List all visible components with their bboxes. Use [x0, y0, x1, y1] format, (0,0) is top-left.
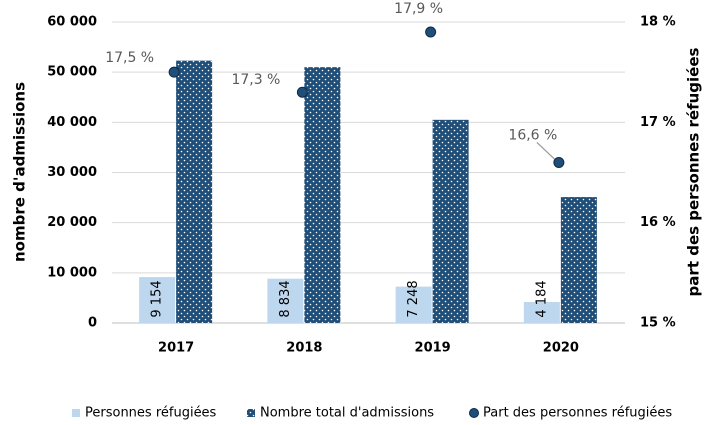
y-axis-title: nombre d'admissions: [11, 82, 29, 262]
data-label: 4 184: [534, 280, 549, 317]
y-tick-label: 20 000: [47, 215, 97, 230]
dot: [296, 86, 308, 98]
y-tick-label: 60 000: [47, 15, 97, 30]
x-tick-label: 2017: [158, 341, 194, 356]
legend-label: Part des personnes réfugiées: [483, 406, 672, 421]
y-tick-label: 10 000: [47, 265, 97, 280]
y-tick-label: 50 000: [47, 65, 97, 80]
bar: [304, 67, 341, 324]
x-tick-label: 2019: [415, 341, 451, 356]
y2-tick-label: 18 %: [640, 15, 676, 30]
x-tick-label: 2018: [286, 341, 322, 356]
legend-marker: [469, 408, 479, 418]
y2-axis-title: part des personnes réfugiées: [685, 48, 703, 297]
data-label: 16,6 %: [508, 127, 557, 143]
x-tick-label: 2020: [543, 341, 579, 356]
y-tick-label: 30 000: [47, 165, 97, 180]
y2-tick-label: 17 %: [640, 115, 676, 130]
legend-label: Personnes réfugiées: [85, 406, 217, 421]
y2-tick-label: 16 %: [640, 215, 676, 230]
y2-tick-label: 15 %: [640, 316, 676, 331]
dot: [425, 26, 437, 38]
legend-label: Nombre total d'admissions: [260, 406, 434, 421]
bar: [523, 302, 560, 323]
bar: [176, 60, 213, 324]
dot: [168, 66, 180, 78]
legend-marker: [247, 409, 255, 417]
y-tick-label: 0: [88, 316, 97, 331]
data-label: 17,9 %: [394, 1, 443, 17]
y-tick-label: 40 000: [47, 115, 97, 130]
bar: [139, 277, 176, 323]
bar: [267, 278, 304, 323]
data-label: 17,5 %: [105, 50, 154, 66]
data-label: 9 154: [150, 280, 165, 317]
bar: [560, 197, 597, 323]
data-label: 7 248: [406, 280, 421, 317]
bar: [432, 119, 469, 323]
bar: [395, 286, 432, 323]
data-label: 8 834: [278, 280, 293, 317]
legend-marker: [72, 409, 80, 417]
dot: [553, 156, 565, 168]
leader-line: [536, 142, 556, 160]
data-label: 17,3 %: [231, 72, 280, 88]
